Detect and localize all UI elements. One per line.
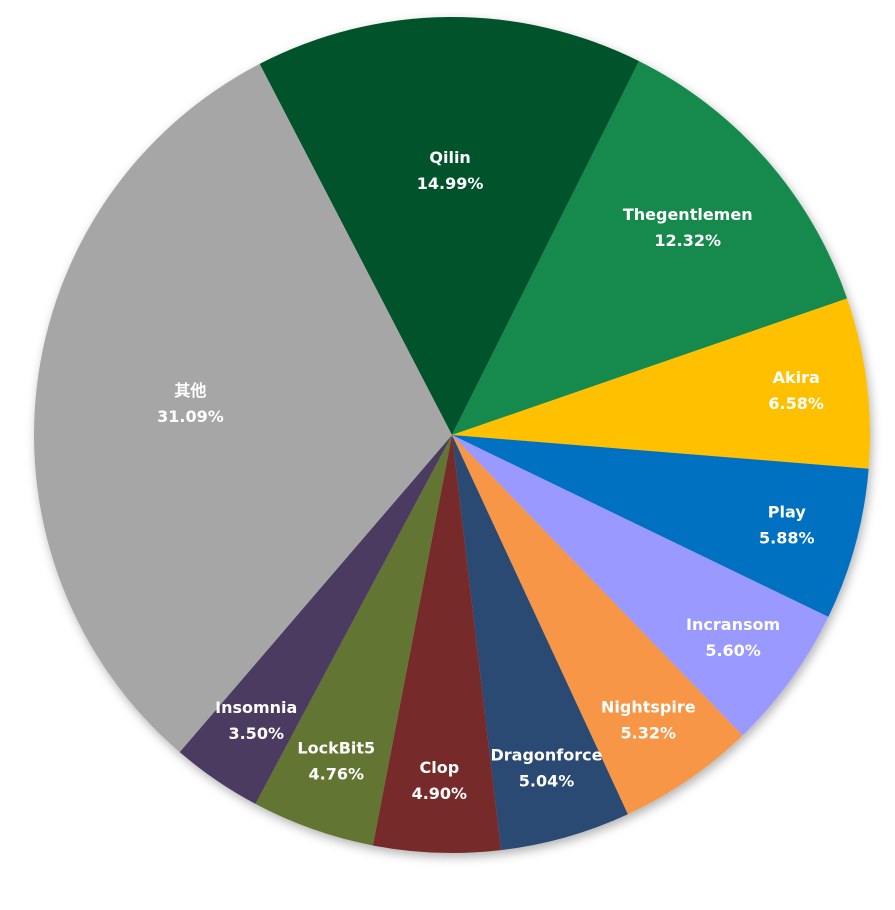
slice-label: Akira [773,368,820,387]
slice-label: Nightspire [601,698,696,717]
value-label: 3.50% [228,724,284,743]
value-label: 5.88% [759,529,815,548]
value-label: 14.99% [417,174,484,193]
slice-label: Dragonforce [491,745,603,764]
pie-slice [452,435,628,851]
value-label: 6.58% [768,394,824,413]
pie [34,16,871,853]
value-label: 5.60% [705,641,761,660]
pie-slice [179,435,452,804]
value-label: 5.04% [519,771,575,790]
slice-label: Thegentlemen [623,205,753,224]
value-label: 12.32% [654,231,721,250]
value-label: 31.09% [157,407,224,426]
pie-slice [259,16,639,435]
slice-label: Clop [420,758,460,777]
value-label: 5.32% [621,724,677,743]
value-label: 4.76% [309,765,365,784]
slice-label: Incransom [686,615,780,634]
slice-label: Qilin [429,148,470,167]
slice-label: Insomnia [215,698,297,717]
pie-slice [452,298,871,469]
slice-label: LockBit5 [297,739,375,758]
pie-slice [372,435,501,853]
pie-slice [452,61,848,436]
labels: Qilin 14.99% Thegentlemen 12.32% Akira 6.58% P… [157,148,824,803]
pie-slice [452,435,829,736]
slice-label: Play [768,503,807,522]
pie-slice [34,63,452,753]
pie-slice [452,435,743,815]
pie-slice [255,435,452,846]
slice-label: 其他 [174,381,206,400]
value-label: 4.90% [412,784,468,803]
pie-slice [452,435,869,617]
